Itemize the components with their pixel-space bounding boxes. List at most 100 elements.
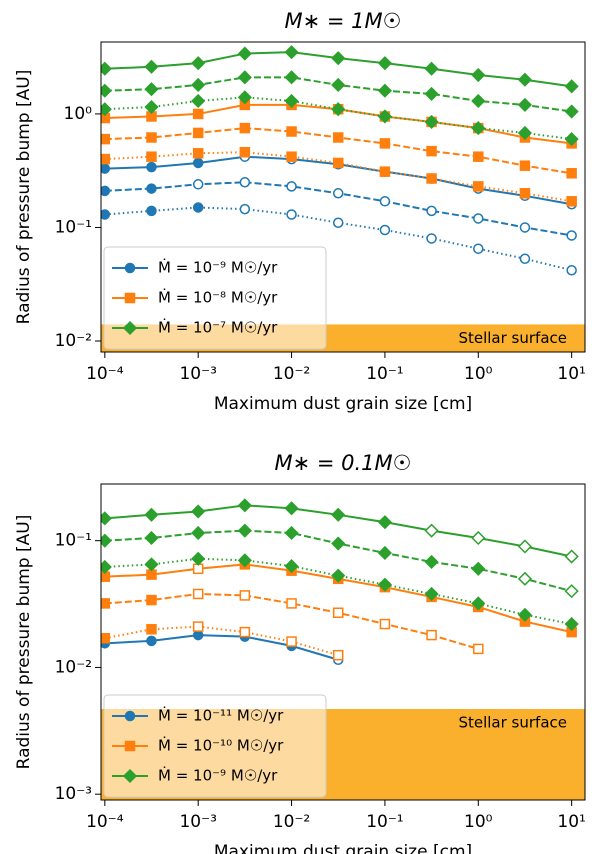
marker: [379, 196, 391, 207]
marker: [101, 61, 112, 76]
plot-frame: [100, 483, 586, 801]
marker: [101, 209, 111, 220]
marker: [331, 568, 346, 583]
marker: [192, 621, 204, 632]
marker: [517, 125, 532, 140]
marker: [101, 511, 112, 526]
marker: [101, 598, 111, 609]
x-tick-label: 10⁻²: [273, 812, 310, 832]
legend-box: [103, 694, 327, 798]
x-tick-label: 10⁰: [464, 364, 493, 384]
marker: [332, 157, 344, 169]
series-line: [104, 634, 339, 661]
marker: [286, 126, 297, 137]
legend-label: Ṁ = 10⁻⁹ M☉/yr: [158, 258, 278, 277]
legend-label: Ṁ = 10⁻⁹ M☉/yr: [158, 766, 278, 785]
marker: [517, 539, 532, 554]
marker: [517, 72, 532, 87]
marker: [379, 224, 391, 236]
marker: [144, 557, 159, 572]
marker: [471, 596, 486, 611]
marker: [564, 616, 579, 632]
legend-label: Ṁ = 10⁻¹⁰ M☉/yr: [158, 736, 284, 755]
shaded-region-label: Stellar surface: [458, 714, 567, 732]
legend-label: Ṁ = 10⁻⁸ M☉/yr: [158, 288, 278, 307]
y-tick-label: 10⁻²: [55, 657, 92, 677]
marker: [191, 504, 206, 519]
marker: [192, 202, 204, 213]
marker: [239, 122, 251, 134]
marker: [517, 97, 532, 112]
marker: [332, 132, 344, 143]
marker: [426, 173, 437, 184]
marker: [473, 151, 484, 162]
x-tick-label: 10⁻¹: [366, 364, 403, 384]
legend-label: Ṁ = 10⁻⁷ M☉/yr: [158, 318, 278, 337]
y-tick-label: 10⁻³: [55, 784, 92, 804]
marker: [192, 179, 204, 190]
marker: [377, 56, 392, 71]
marker: [146, 635, 157, 647]
marker: [101, 83, 112, 98]
y-axis-label: Radius of pressure bump [AU]: [14, 515, 34, 770]
marker: [473, 181, 484, 192]
marker: [517, 607, 532, 622]
marker: [192, 157, 204, 169]
marker: [426, 205, 437, 217]
marker: [564, 104, 579, 119]
marker: [564, 132, 579, 147]
marker: [124, 740, 136, 752]
x-axis-label: Maximum dust grain size [cm]: [214, 394, 472, 414]
plot-frame: [100, 41, 586, 353]
marker: [331, 102, 346, 117]
marker: [377, 577, 392, 592]
series-line: [104, 592, 479, 650]
x-tick-label: 10⁻⁴: [86, 812, 124, 832]
marker: [519, 160, 531, 171]
y-axis-label: Radius of pressure bump [AU]: [14, 70, 34, 325]
marker: [566, 264, 577, 276]
y-tick-label: 10⁰: [64, 104, 93, 124]
legend: Ṁ = 10⁻¹¹ M☉/yr Ṁ = 10⁻¹⁰ M☉/yr Ṁ = 10⁻⁹ M…: [103, 694, 327, 798]
marker: [332, 188, 344, 199]
marker: [239, 626, 251, 638]
x-tick-label: 10⁰: [464, 812, 493, 832]
x-tick-label: 10⁻²: [273, 364, 310, 384]
marker: [146, 594, 157, 606]
marker: [377, 545, 392, 561]
x-tick-label: 10⁻¹: [366, 812, 403, 832]
marker: [471, 67, 486, 83]
marker: [566, 168, 577, 179]
marker: [101, 153, 111, 165]
marker: [473, 243, 484, 254]
marker: [122, 320, 138, 336]
marker: [124, 710, 136, 722]
marker: [379, 618, 391, 630]
marker: [237, 90, 252, 105]
x-tick-label: 10¹: [557, 812, 585, 832]
marker: [331, 77, 346, 93]
marker: [191, 551, 206, 566]
y-tick-label: 10⁻²: [55, 331, 92, 351]
marker: [286, 598, 297, 609]
marker: [379, 166, 391, 177]
marker: [426, 629, 437, 641]
marker: [237, 70, 252, 85]
marker: [332, 607, 344, 619]
marker: [239, 146, 251, 158]
marker: [519, 188, 531, 199]
marker: [471, 121, 486, 136]
marker: [101, 185, 111, 197]
marker: [144, 530, 159, 546]
marker: [564, 549, 579, 564]
marker: [192, 127, 204, 139]
series-line: [104, 625, 339, 657]
marker: [424, 586, 439, 602]
marker: [192, 629, 204, 641]
marker: [101, 133, 111, 145]
shaded-region-label: Stellar surface: [458, 329, 567, 347]
marker: [124, 262, 136, 274]
marker: [239, 203, 251, 215]
marker: [519, 222, 531, 233]
marker: [144, 507, 159, 522]
